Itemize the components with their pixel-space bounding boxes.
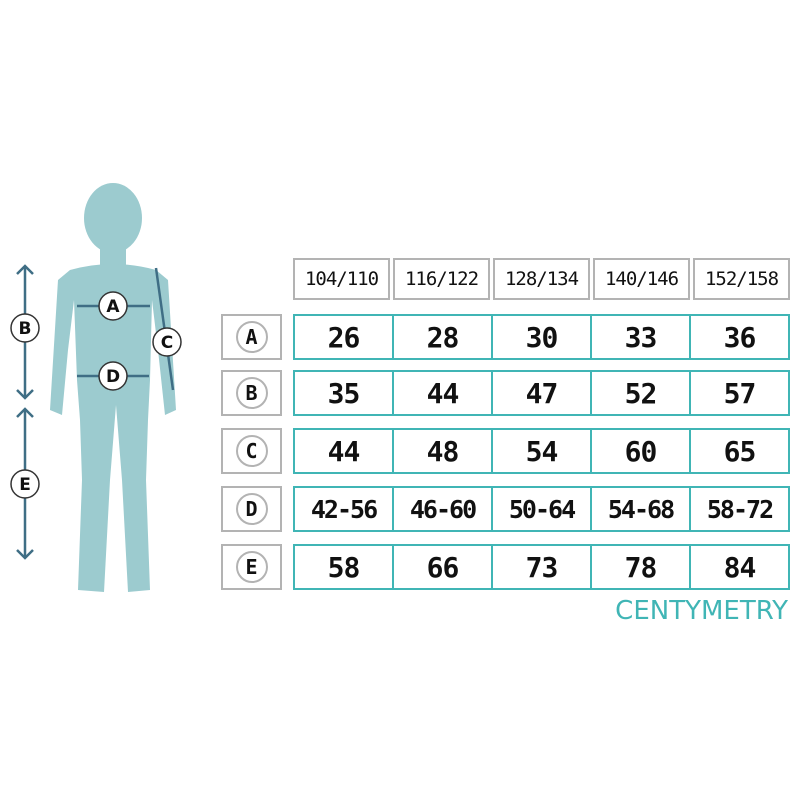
table-cell: 33	[592, 316, 691, 358]
svg-text:B: B	[19, 319, 32, 339]
child-silhouette	[50, 183, 176, 592]
row-label-c: C	[221, 428, 282, 474]
size-header-4: 140/146	[593, 258, 690, 300]
table-cell: 47	[493, 372, 592, 414]
table-cell: 35	[295, 372, 394, 414]
marker-a: A	[98, 291, 128, 321]
row-label-d: D	[221, 486, 282, 532]
table-cell: 42-56	[295, 488, 394, 530]
row-label-badge: E	[235, 551, 268, 583]
table-cell: 73	[493, 546, 592, 588]
svg-text:D: D	[106, 367, 120, 387]
svg-text:A: A	[106, 297, 120, 317]
table-row: 44 48 54 60 65	[293, 428, 790, 474]
table-cell: 46-60	[394, 488, 493, 530]
table-cell: 44	[295, 430, 394, 472]
table-row: 26 28 30 33 36	[293, 314, 790, 360]
table-row: 35 44 47 52 57	[293, 370, 790, 416]
row-label-badge: D	[235, 493, 268, 525]
size-header-5: 152/158	[693, 258, 790, 300]
row-label-b: B	[221, 370, 282, 416]
table-cell: 26	[295, 316, 394, 358]
body-measurement-figure: A B C D E	[10, 183, 182, 592]
row-label-a: A	[221, 314, 282, 360]
size-header-2: 116/122	[393, 258, 490, 300]
table-cell: 66	[394, 546, 493, 588]
table-cell: 36	[723, 320, 757, 354]
table-cell: 52	[592, 372, 691, 414]
marker-e: E	[10, 469, 40, 499]
row-label-badge: B	[235, 377, 268, 409]
table-cell: 54-68	[592, 488, 691, 530]
table-cell: 58	[295, 546, 394, 588]
marker-b: B	[10, 313, 40, 343]
table-cell: 57	[723, 376, 757, 410]
table-cell: 48	[394, 430, 493, 472]
table-cell: 58-72	[706, 494, 774, 524]
table-cell: 78	[592, 546, 691, 588]
size-header-1: 104/110	[293, 258, 390, 300]
table-cell: 28	[394, 316, 493, 358]
table-cell: 50-64	[493, 488, 592, 530]
table-cell: 54	[493, 430, 592, 472]
svg-text:C: C	[161, 333, 173, 353]
row-label-e: E	[221, 544, 282, 590]
table-cell: 84	[723, 550, 757, 584]
row-label-badge: A	[235, 321, 268, 353]
marker-d: D	[98, 361, 128, 391]
size-header-3: 128/134	[493, 258, 590, 300]
unit-label: CENTYMETRY	[615, 596, 788, 626]
table-cell: 65	[723, 434, 757, 468]
table-cell: 60	[592, 430, 691, 472]
table-row: 58 66 73 78 84	[293, 544, 790, 590]
row-label-badge: C	[235, 435, 268, 467]
table-cell: 30	[493, 316, 592, 358]
table-cell: 44	[394, 372, 493, 414]
svg-text:E: E	[19, 475, 31, 495]
table-row: 42-56 46-60 50-64 54-68 58-72	[293, 486, 790, 532]
marker-c: C	[152, 327, 182, 357]
